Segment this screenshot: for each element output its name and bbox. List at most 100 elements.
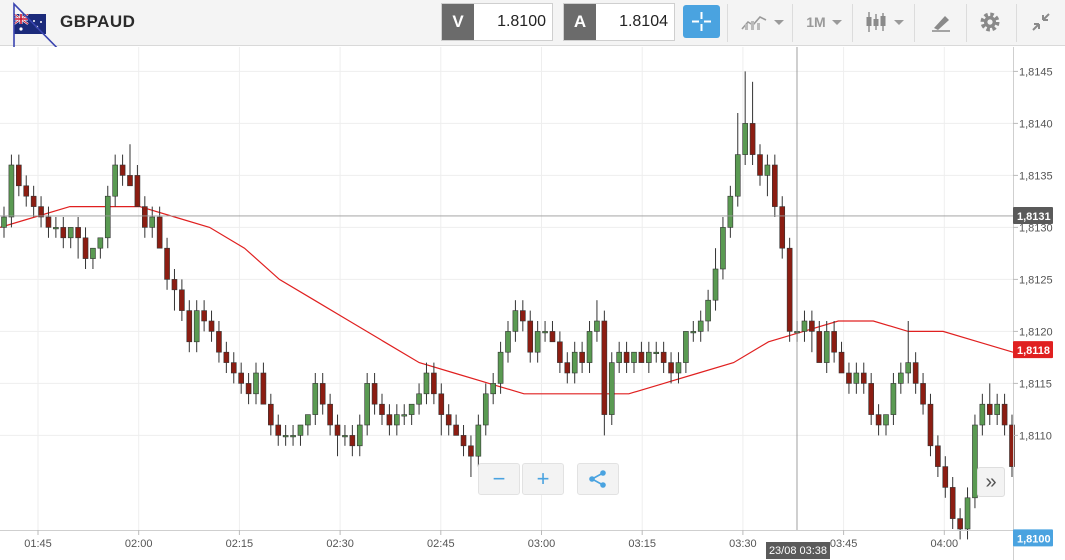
share-button[interactable]: [577, 463, 619, 495]
candle-body: [727, 195, 734, 228]
crosshair-price-label-text: 1,8131: [1017, 211, 1051, 223]
candle: [90, 247, 96, 269]
y-tick-label: 1,8145: [1019, 66, 1053, 78]
candle-body: [986, 403, 993, 415]
chart-type-button[interactable]: [738, 5, 786, 39]
x-tick-label: 02:45: [427, 538, 455, 550]
candle-style-button[interactable]: [860, 5, 908, 39]
candle-body: [223, 351, 230, 363]
sell-price-box[interactable]: V 1.8100: [441, 3, 553, 41]
scroll-to-latest-button[interactable]: »: [977, 467, 1005, 497]
candle: [646, 341, 652, 373]
candle: [816, 321, 823, 363]
candle: [186, 300, 193, 353]
candle-body: [505, 331, 511, 353]
candle: [809, 310, 815, 353]
candle-body: [445, 414, 452, 426]
ma-price-label: 1,8118: [1013, 341, 1053, 359]
candle-body: [349, 435, 356, 447]
candle-body: [297, 424, 304, 436]
candle-body: [594, 320, 600, 332]
candle: [831, 321, 837, 363]
candle-body: [868, 383, 874, 415]
candle-body: [831, 331, 837, 353]
candle-body: [608, 362, 615, 415]
settings-button[interactable]: [972, 5, 1008, 39]
zoom-out-button[interactable]: −: [478, 463, 520, 495]
candle: [482, 383, 489, 436]
candle: [312, 373, 319, 425]
candle-body: [312, 383, 319, 415]
candle-body: [268, 403, 274, 426]
candle-body: [112, 164, 118, 197]
chevron-down-icon: [831, 19, 842, 25]
price-chart[interactable]: 23/08 03:38 1,81451,81401,81351,81301,81…: [0, 47, 1065, 560]
candle-body: [898, 372, 904, 384]
candle: [53, 217, 59, 238]
candle-body: [394, 414, 400, 426]
toolbar-separator: [852, 4, 853, 42]
draw-tool-button[interactable]: [922, 5, 960, 39]
timeframe-button[interactable]: 1M: [800, 5, 848, 39]
candle: [260, 362, 267, 405]
symbol-label[interactable]: GBPAUD: [60, 12, 136, 31]
candle-body: [342, 435, 348, 438]
candle: [342, 425, 348, 446]
candle: [905, 321, 912, 384]
bid-price-label: 1,8100: [1013, 529, 1053, 547]
collapse-button[interactable]: [1024, 5, 1058, 39]
candle: [875, 404, 882, 436]
candle-body: [475, 424, 482, 457]
x-tick-label: 03:00: [528, 538, 556, 550]
candle: [16, 154, 22, 197]
candle-body: [104, 195, 111, 239]
candle: [149, 206, 156, 238]
candle-body: [1001, 403, 1008, 426]
crosshair-button[interactable]: [683, 5, 720, 38]
candle: [171, 269, 178, 311]
x-tick-label: 04:00: [931, 538, 959, 550]
candle-body: [253, 372, 259, 395]
buy-price-box[interactable]: A 1.8104: [563, 3, 675, 41]
candle: [927, 393, 934, 457]
candle-body: [734, 154, 741, 197]
candle: [883, 414, 889, 436]
candle: [475, 414, 482, 467]
candle: [112, 154, 118, 207]
candle-body: [179, 289, 185, 311]
toolbar-separator: [1016, 4, 1017, 42]
toolbar-separator: [966, 4, 967, 42]
y-tick-label: 1,8120: [1019, 326, 1053, 338]
candle: [727, 185, 734, 238]
candle: [416, 383, 422, 415]
buy-price: 1.8104: [619, 13, 668, 30]
candle-body: [927, 403, 934, 447]
candle-body: [364, 383, 370, 426]
chevron-down-icon: [894, 19, 904, 25]
candle: [623, 341, 630, 373]
candle: [356, 414, 363, 457]
zoom-in-button[interactable]: +: [522, 463, 564, 495]
candle: [542, 321, 548, 342]
candle: [712, 248, 719, 311]
candle-body: [979, 403, 986, 426]
draw-tool-icon: [932, 16, 950, 32]
candle: [371, 373, 378, 415]
candle-body: [942, 466, 949, 488]
candle-body: [779, 206, 786, 249]
candle-body: [275, 424, 282, 436]
candle-body: [653, 351, 660, 355]
candle-body: [890, 383, 897, 415]
candle: [571, 341, 578, 384]
candle-body: [82, 237, 89, 259]
chart-toolbar: GBPAUD V 1.8100 A 1.8104 1M: [0, 0, 1065, 58]
collapse-icon: [1032, 13, 1050, 31]
candle-body: [230, 362, 237, 374]
candle-body: [957, 518, 963, 530]
candle: [1009, 414, 1015, 477]
ma-price-label-bg: [1013, 341, 1053, 359]
candle: [505, 321, 511, 363]
x-tick-label: 03:15: [628, 538, 656, 550]
candle-body: [579, 351, 585, 363]
candle: [853, 362, 860, 394]
